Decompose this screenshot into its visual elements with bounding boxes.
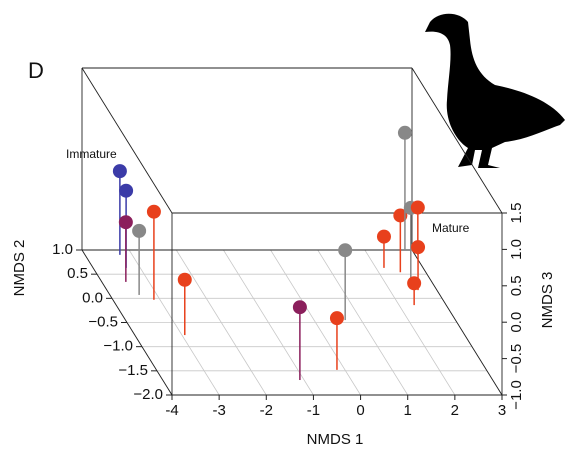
z-tick-label: −0.5	[508, 344, 525, 374]
point	[411, 240, 425, 254]
point	[407, 276, 421, 290]
z-tick-label: −1.0	[508, 380, 525, 410]
y-axis-label: NMDS 2	[11, 240, 28, 297]
x-tick-label: 2	[451, 402, 459, 419]
y-tick-label: −1.0	[103, 338, 133, 355]
z-tick-label: 1.5	[508, 203, 525, 224]
x-tick-label: -1	[307, 402, 320, 419]
z-tick-label: 1.0	[508, 239, 525, 260]
z-tick-label: 0.5	[508, 275, 525, 296]
y-tick-label: −1.5	[118, 362, 148, 379]
x-tick-label: 1	[404, 402, 412, 419]
point	[338, 243, 352, 257]
x-tick-label: -2	[260, 402, 273, 419]
point	[293, 300, 307, 314]
point	[132, 224, 146, 238]
x-tick-label: -3	[212, 402, 225, 419]
y-tick-label: −2.0	[133, 386, 163, 403]
point	[178, 273, 192, 287]
point	[411, 201, 425, 215]
y-tick-label: 0.5	[67, 265, 88, 282]
z-tick-label: 0.0	[508, 312, 525, 333]
y-tick-label: 1.0	[52, 241, 73, 258]
point	[147, 205, 161, 219]
point	[330, 311, 344, 325]
annotation: Mature	[432, 221, 470, 235]
point	[119, 184, 133, 198]
panel-label: D	[28, 58, 44, 83]
point	[113, 164, 127, 178]
x-tick-label: 0	[356, 402, 364, 419]
x-tick-label: -4	[165, 402, 178, 419]
point	[398, 126, 412, 140]
point	[377, 230, 391, 244]
point	[119, 215, 133, 229]
y-tick-label: −0.5	[88, 313, 118, 330]
y-tick-label: 0.0	[82, 289, 103, 306]
chart: D NMDS 1 NMDS 2 NMDS 3 Immature Mature -…	[0, 0, 565, 456]
goose-silhouette	[425, 14, 565, 168]
x-axis-label: NMDS 1	[307, 431, 364, 448]
annotation: Immature	[66, 147, 117, 161]
x-tick-label: 3	[498, 402, 506, 419]
z-axis-label: NMDS 3	[539, 272, 556, 329]
